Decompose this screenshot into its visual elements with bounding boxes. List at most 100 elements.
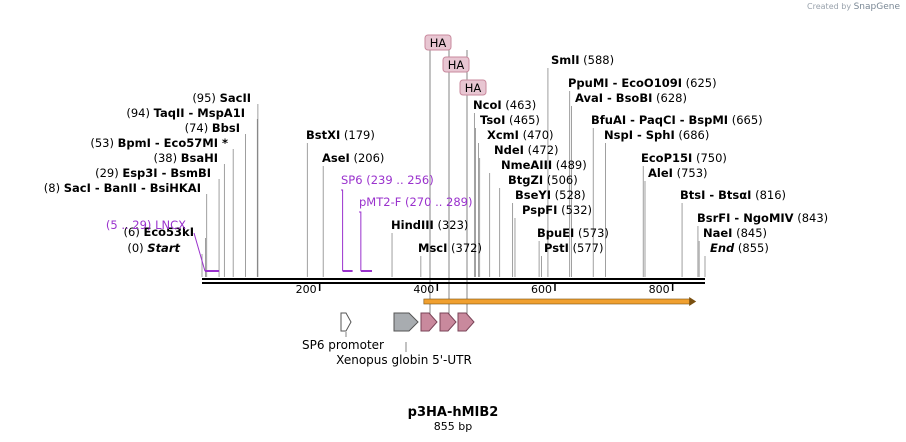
site-label: BsrFI - NgoMIV (843) [697, 211, 828, 225]
site-position: (686) [675, 128, 710, 142]
site-label: (29) Esp3I - BsmBI [95, 166, 211, 180]
site-name: NcoI [473, 98, 502, 112]
ha-tag-box [442, 56, 470, 73]
sp6-promoter-label: SP6 promoter [302, 338, 384, 352]
ha-tag-label: HA [465, 81, 482, 95]
site-label: (53) BpmI - Eco57MI * [90, 136, 228, 150]
site-position: (625) [682, 76, 717, 90]
credit-prefix: Created by [807, 2, 852, 11]
site-position: (372) [447, 241, 482, 255]
site-position: (750) [692, 151, 727, 165]
primer-leader [359, 211, 362, 271]
site-name: NspI - SphI [604, 128, 675, 142]
site-name: BstXI [306, 128, 340, 142]
primer-name: LNCX [155, 218, 186, 232]
axis-tick-label: 600 [531, 283, 552, 296]
site-label: AleI (753) [648, 166, 708, 180]
site-label: (6) Eco53kI [124, 225, 194, 239]
site-name: AleI [648, 166, 673, 180]
site-label: EcoP15I (750) [641, 151, 727, 165]
site-name: XcmI [487, 128, 519, 142]
site-label: TsoI (465) [480, 113, 540, 127]
site-position: (855) [734, 241, 769, 255]
site-name: PpuMI - EcoO109I [568, 76, 682, 90]
site-position: (588) [580, 53, 615, 67]
site-position: (0) [127, 241, 147, 255]
site-position: (532) [557, 203, 592, 217]
primer-range: (239 .. 256) [366, 173, 434, 187]
site-label: BstXI (179) [306, 128, 375, 142]
site-name: Esp3I - BsmBI [122, 166, 211, 180]
site-name: Eco53kI [143, 225, 194, 239]
site-name: BtgZI [508, 173, 543, 187]
site-position: (506) [543, 173, 578, 187]
site-position: (95) [192, 91, 219, 105]
site-name: PspFI [522, 203, 557, 217]
site-name: NdeI [494, 143, 524, 157]
site-label: (94) TaqII - MspA1I [126, 106, 245, 120]
site-label: PspFI (532) [522, 203, 592, 217]
site-label: HindIII (323) [391, 218, 468, 232]
ha-tag-label: HA [448, 58, 465, 72]
site-position: (816) [751, 188, 786, 202]
xenopus-utr-label: Xenopus globin 5'-UTR [336, 353, 472, 367]
site-label: AseI (206) [322, 151, 384, 165]
site-label: NcoI (463) [473, 98, 536, 112]
site-position: (528) [551, 188, 586, 202]
site-label: NaeI (845) [703, 226, 767, 240]
site-label: BseYI (528) [515, 188, 586, 202]
backbone-bottom-strand [202, 282, 705, 284]
site-label: PstI (577) [544, 241, 603, 255]
site-position: (8) [44, 181, 64, 195]
site-label: XcmI (470) [487, 128, 554, 142]
backbone-top-strand [202, 278, 705, 280]
plasmid-length: 855 bp [434, 420, 472, 433]
primer-range: (5 .. 29) [106, 218, 155, 232]
site-name: EcoP15I [641, 151, 692, 165]
site-position: (573) [574, 226, 609, 240]
plasmid-name: p3HA-hMIB2 [408, 405, 499, 420]
site-label: NspI - SphI (686) [604, 128, 709, 142]
site-position: (577) [569, 241, 604, 255]
site-position: (6) [124, 225, 144, 239]
site-position: (470) [519, 128, 554, 142]
site-name: MscI [418, 241, 447, 255]
site-name: AvaI - BsoBI [575, 91, 652, 105]
site-name: TsoI [480, 113, 505, 127]
site-position: (323) [434, 218, 469, 232]
site-name: BsrFI - NgoMIV [697, 211, 794, 225]
site-label: AvaI - BsoBI (628) [575, 91, 687, 105]
primer-name: SP6 [341, 173, 366, 187]
snapgene-credit: Created by SnapGene [807, 2, 900, 12]
orf-arrow-body [423, 298, 691, 305]
site-name: NmeAIII [501, 158, 552, 172]
site-label: PpuMI - EcoO109I (625) [568, 76, 717, 90]
site-name: End [710, 241, 735, 255]
primer-leader [341, 189, 344, 271]
site-name: BseYI [515, 188, 551, 202]
site-name: BsaHI [181, 151, 218, 165]
site-name: Start [147, 241, 180, 255]
site-position: (179) [340, 128, 375, 142]
ha-feature-arrow [457, 312, 475, 332]
site-label: NdeI (472) [494, 143, 559, 157]
site-position: (472) [524, 143, 559, 157]
site-position: (206) [350, 151, 385, 165]
primer-label: SP6 (239 .. 256) [341, 173, 434, 187]
site-label: End (855) [710, 241, 769, 255]
site-label: (8) SacI - BanII - BsiHKAI [44, 181, 201, 195]
ha-feature-arrow [439, 312, 457, 332]
site-label: BfuAI - PaqCI - BspMI (665) [591, 113, 763, 127]
primer-leader [193, 232, 206, 272]
axis-tick-label: 800 [649, 283, 670, 296]
site-position: (94) [126, 106, 153, 120]
sp6-promoter-arrow [340, 312, 352, 332]
site-position: (38) [153, 151, 180, 165]
axis-tick-label: 200 [296, 283, 317, 296]
site-name: AseI [322, 151, 350, 165]
ha-tag-box [424, 34, 452, 51]
site-label: BpuEI (573) [537, 226, 609, 240]
site-position: (463) [502, 98, 537, 112]
ha-tag-box [459, 79, 487, 96]
